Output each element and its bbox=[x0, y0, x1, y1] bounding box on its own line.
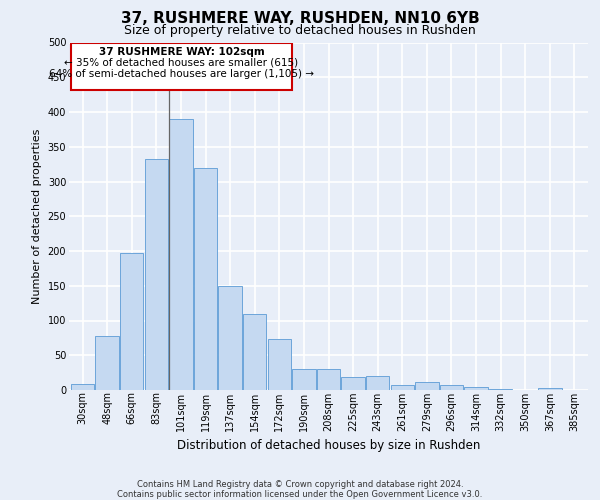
Text: 37, RUSHMERE WAY, RUSHDEN, NN10 6YB: 37, RUSHMERE WAY, RUSHDEN, NN10 6YB bbox=[121, 11, 479, 26]
FancyBboxPatch shape bbox=[71, 42, 292, 90]
Bar bbox=[391, 385, 414, 390]
Bar bbox=[464, 386, 488, 390]
Bar bbox=[95, 336, 119, 390]
Text: 64% of semi-detached houses are larger (1,105) →: 64% of semi-detached houses are larger (… bbox=[49, 69, 314, 79]
Text: Size of property relative to detached houses in Rushden: Size of property relative to detached ho… bbox=[124, 24, 476, 37]
Bar bbox=[317, 369, 340, 390]
Text: ← 35% of detached houses are smaller (615): ← 35% of detached houses are smaller (61… bbox=[64, 58, 298, 68]
Y-axis label: Number of detached properties: Number of detached properties bbox=[32, 128, 42, 304]
Bar bbox=[440, 385, 463, 390]
Bar bbox=[538, 388, 562, 390]
Text: Contains HM Land Registry data © Crown copyright and database right 2024.
Contai: Contains HM Land Registry data © Crown c… bbox=[118, 480, 482, 499]
Bar bbox=[292, 369, 316, 390]
Bar bbox=[145, 158, 168, 390]
Text: 37 RUSHMERE WAY: 102sqm: 37 RUSHMERE WAY: 102sqm bbox=[98, 46, 264, 56]
Bar bbox=[366, 376, 389, 390]
Bar bbox=[268, 340, 291, 390]
Bar bbox=[169, 119, 193, 390]
Bar bbox=[415, 382, 439, 390]
Bar bbox=[194, 168, 217, 390]
Bar bbox=[120, 253, 143, 390]
Bar bbox=[218, 286, 242, 390]
Bar bbox=[243, 314, 266, 390]
Bar bbox=[341, 378, 365, 390]
X-axis label: Distribution of detached houses by size in Rushden: Distribution of detached houses by size … bbox=[177, 439, 480, 452]
Bar bbox=[71, 384, 94, 390]
